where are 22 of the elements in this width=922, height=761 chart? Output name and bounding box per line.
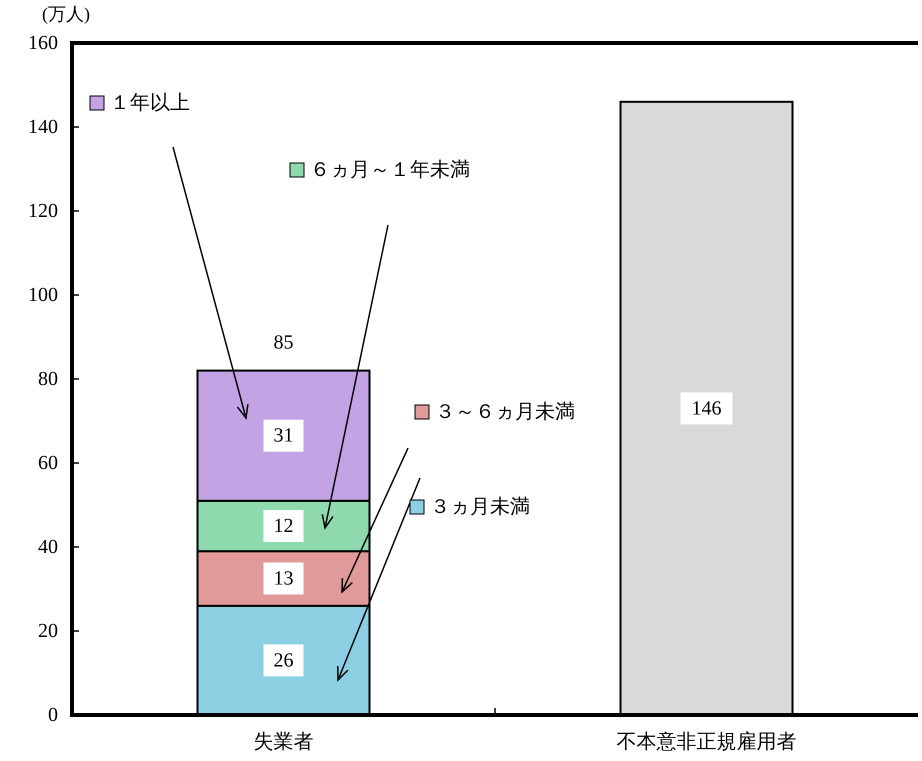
data-label: 146 bbox=[692, 397, 722, 420]
y-axis-title: (万人) bbox=[42, 4, 90, 24]
total-label: 85 bbox=[274, 332, 294, 354]
legend-label: ６ヵ月～１年未満 bbox=[310, 159, 470, 181]
y-tick-label: 20 bbox=[38, 620, 58, 642]
y-tick-label: 120 bbox=[28, 200, 58, 222]
legend-label: １年以上 bbox=[110, 92, 190, 114]
y-tick-label: 100 bbox=[28, 284, 58, 306]
legend-label: ３～６ヵ月未満 bbox=[435, 401, 575, 423]
y-tick-label: 40 bbox=[38, 536, 58, 558]
y-tick-label: 60 bbox=[38, 452, 58, 474]
y-tick-label: 160 bbox=[28, 32, 58, 54]
data-label: 13 bbox=[274, 568, 294, 590]
legend-label: ３ヵ月未満 bbox=[430, 496, 530, 518]
y-tick-label: 140 bbox=[28, 116, 58, 138]
y-tick-label: 0 bbox=[48, 704, 58, 726]
x-tick-label: 不本意非正規雇用者 bbox=[616, 731, 796, 753]
y-tick-label: 80 bbox=[38, 368, 58, 390]
x-tick-label: 失業者 bbox=[254, 731, 314, 753]
data-label: 26 bbox=[274, 649, 294, 672]
data-label: 31 bbox=[274, 424, 294, 447]
data-label: 12 bbox=[274, 515, 294, 537]
